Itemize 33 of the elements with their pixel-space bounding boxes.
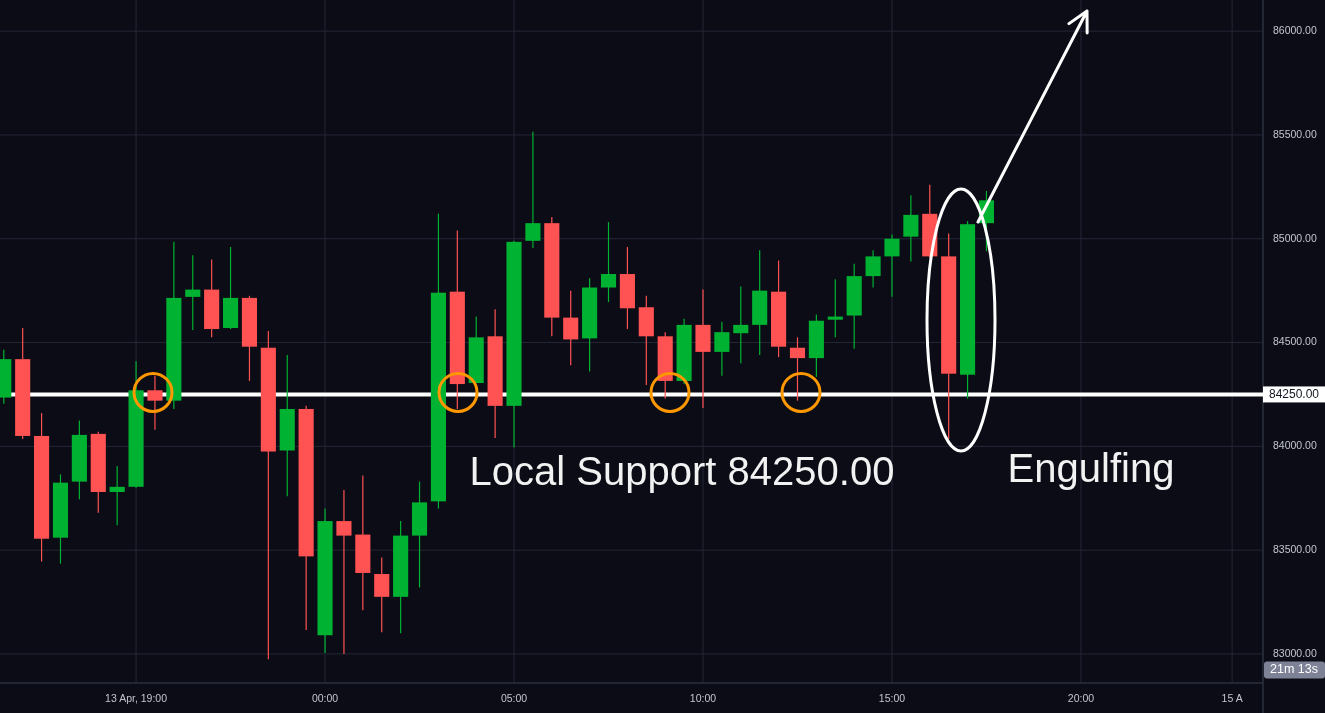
annotation: Local Support 84250.00 — [469, 449, 895, 493]
candlestick — [109, 465, 125, 526]
y-tick-label: 83000.00 — [1273, 646, 1317, 659]
candlestick — [374, 556, 390, 633]
candlestick — [147, 375, 163, 431]
text: 21m 13s — [1270, 662, 1318, 677]
x-tick-label: 20:00 — [1067, 691, 1095, 704]
x-tick-label: 13 Apr, 19:00 — [105, 691, 168, 704]
candlestick — [789, 336, 806, 402]
candlestick — [733, 285, 749, 364]
y-tick-label: 84000.00 — [1273, 439, 1317, 452]
candlestick — [884, 233, 900, 298]
candlestick — [600, 221, 617, 303]
candlestick — [714, 321, 730, 377]
y-tick-label: 83500.00 — [1273, 542, 1317, 555]
ref-line-label: 84250.00 — [1268, 386, 1320, 401]
x-tick-label: 10:00 — [689, 691, 717, 704]
candlestick — [525, 131, 541, 249]
candlestick — [865, 249, 881, 289]
x-tick-label: 15:00 — [878, 691, 906, 704]
x-tick-label: 15 A — [1221, 691, 1243, 704]
y-tick-label: 86000.00 — [1273, 23, 1317, 36]
y-tick-label: 84500.00 — [1273, 335, 1317, 348]
candlestick — [185, 254, 201, 331]
y-tick-label: 85000.00 — [1273, 231, 1317, 244]
candlestick — [336, 489, 352, 655]
annotation: Engulfing — [1007, 446, 1175, 490]
candlestick — [903, 194, 919, 263]
candlestick — [827, 278, 843, 338]
x-tick-label: 05:00 — [500, 691, 528, 704]
candlestick — [563, 290, 579, 366]
y-tick-label: 85500.00 — [1273, 127, 1317, 140]
x-tick-label: 00:00 — [311, 691, 339, 704]
